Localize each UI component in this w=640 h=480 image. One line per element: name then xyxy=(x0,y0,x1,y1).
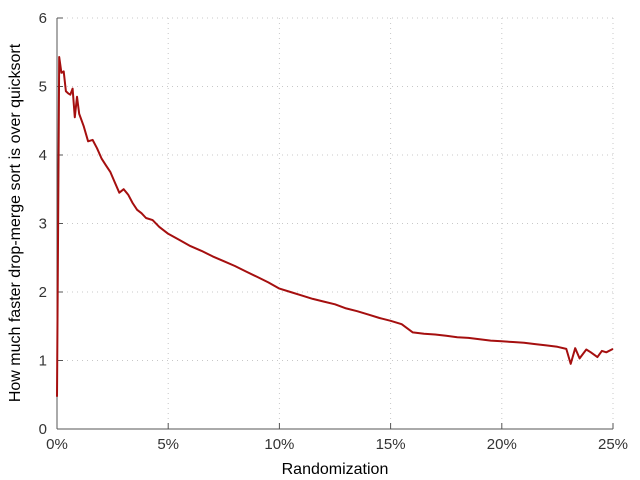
x-tick-label: 5% xyxy=(157,436,179,453)
y-axis-label: How much faster drop-merge sort is over … xyxy=(7,43,24,402)
x-tick-label: 25% xyxy=(598,436,628,453)
y-tick-label: 5 xyxy=(39,79,47,96)
x-axis-ticks: 0% 5% 10% 15% 20% 25% xyxy=(46,423,628,453)
x-tick-label: 0% xyxy=(46,436,68,453)
y-tick-label: 3 xyxy=(39,216,47,233)
x-tick-label: 15% xyxy=(376,436,406,453)
x-axis-label: Randomization xyxy=(282,461,389,478)
x-tick-label: 20% xyxy=(487,436,517,453)
chart-axes xyxy=(56,18,613,430)
y-tick-label: 4 xyxy=(39,147,47,164)
series-line xyxy=(56,56,614,397)
y-tick-label: 1 xyxy=(39,353,47,370)
y-tick-label: 0 xyxy=(39,421,47,438)
chart-grid xyxy=(57,17,614,429)
y-tick-label: 2 xyxy=(39,284,47,301)
x-tick-label: 10% xyxy=(264,436,294,453)
y-tick-label: 6 xyxy=(39,10,47,27)
series-layer xyxy=(56,56,614,397)
